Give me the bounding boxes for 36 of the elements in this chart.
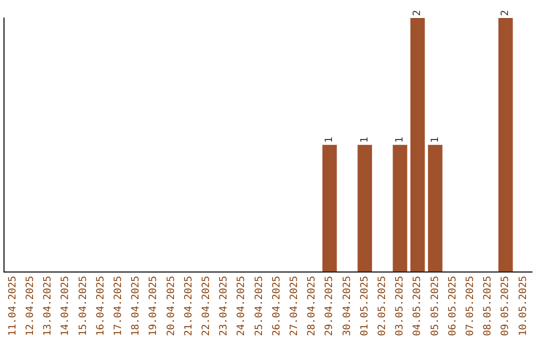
- x-tick-label: 04.05.2025: [412, 276, 424, 336]
- x-tick-label: 13.04.2025: [42, 276, 54, 336]
- x-tick-label: 22.04.2025: [200, 276, 212, 336]
- data-label: 2: [412, 10, 424, 16]
- x-tick-label: 26.04.2025: [271, 276, 282, 336]
- data-label: 1: [430, 136, 441, 143]
- data-label: 1: [324, 136, 336, 143]
- data-label: 1: [394, 136, 406, 143]
- x-tick-label: 05.05.2025: [430, 276, 441, 336]
- x-tick-label: 20.04.2025: [166, 276, 177, 336]
- x-tick-label: 12.04.2025: [24, 276, 36, 336]
- x-tick-label: 14.04.2025: [60, 276, 72, 336]
- x-tick-label: 23.04.2025: [218, 276, 230, 336]
- x-tick-label: 19.04.2025: [148, 276, 160, 336]
- x-tick-label: 10.05.2025: [518, 276, 529, 336]
- x-tick-label: 08.05.2025: [482, 276, 494, 336]
- x-tick-label: 15.04.2025: [78, 276, 89, 336]
- x-tick-label: 17.04.2025: [112, 276, 124, 336]
- x-tick-label: 30.04.2025: [342, 276, 353, 336]
- x-tick-label: 29.04.2025: [324, 276, 336, 336]
- x-tick-label: 25.04.2025: [254, 276, 265, 336]
- x-tick-label: 11.04.2025: [7, 276, 18, 336]
- x-tick-label: 01.05.2025: [359, 276, 370, 336]
- x-tick-label: 28.04.2025: [306, 276, 318, 336]
- x-tick-label: 03.05.2025: [394, 276, 406, 336]
- x-tick-label: 27.04.2025: [288, 276, 300, 336]
- x-tick-label: 16.04.2025: [95, 276, 106, 336]
- x-tick-label: 02.05.2025: [376, 276, 388, 336]
- x-tick-label: 06.05.2025: [447, 276, 458, 336]
- x-tick-label: 21.04.2025: [183, 276, 194, 336]
- data-label: 2: [500, 10, 512, 16]
- x-tick-label: 09.05.2025: [500, 276, 512, 336]
- x-tick-label: 18.04.2025: [130, 276, 142, 336]
- x-tick-label: 24.04.2025: [236, 276, 248, 336]
- data-label: 1: [359, 136, 370, 143]
- x-tick-label: 07.05.2025: [464, 276, 476, 336]
